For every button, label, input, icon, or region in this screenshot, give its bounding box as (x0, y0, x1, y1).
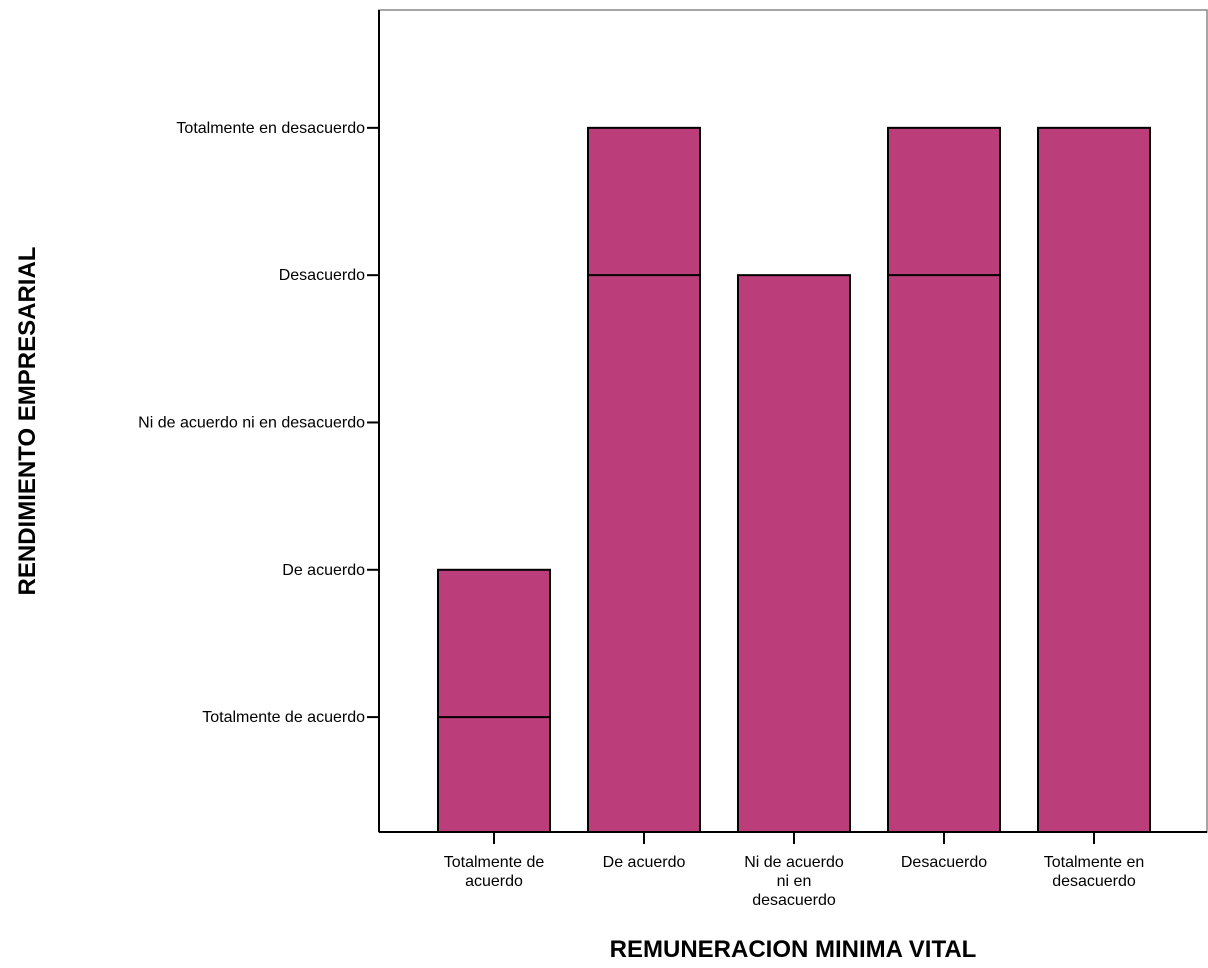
y-tick-label-1: Totalmente de acuerdo (202, 709, 365, 726)
y-tick-label-4: Desacuerdo (279, 267, 365, 284)
x-tick-label-3-line-3: desacuerdo (752, 892, 836, 909)
x-tick-label-4-line-1: Desacuerdo (901, 854, 987, 871)
x-axis: Totalmente de acuerdo De acuerdo Ni de acue… (444, 832, 1145, 909)
x-tick-label-4: Desacuerdo (901, 854, 987, 871)
x-tick-label-1-line-2: acuerdo (465, 873, 523, 890)
x-tick-label-3: Ni de acuerdo ni en desacuerdo (744, 854, 844, 909)
x-tick-label-5: Totalmente en desacuerdo (1044, 854, 1145, 890)
y-tick-label-5: Totalmente en desacuerdo (176, 120, 365, 137)
bar-3 (737, 274, 851, 833)
x-tick-label-5-line-1: Totalmente en (1044, 854, 1145, 871)
bars-group (437, 126, 1151, 834)
bar-5 (1037, 126, 1151, 833)
y-axis-title: RENDIMIENTO EMPRESARIAL (14, 247, 41, 596)
y-tick-label-3: Ni de acuerdo ni en desacuerdo (138, 414, 365, 431)
x-tick-label-3-line-1: Ni de acuerdo (744, 854, 844, 871)
x-axis-title: REMUNERACION MINIMA VITAL (610, 936, 977, 963)
x-tick-label-2-line-1: De acuerdo (603, 854, 686, 871)
x-tick-label-3-line-2: ni en (777, 873, 812, 890)
bar-1 (437, 568, 551, 834)
bar-4 (887, 126, 1001, 833)
x-tick-label-1: Totalmente de acuerdo (444, 854, 545, 890)
bar-2 (587, 126, 701, 833)
y-tick-label-2: De acuerdo (282, 562, 365, 579)
x-tick-label-5-line-2: desacuerdo (1052, 873, 1136, 890)
y-axis: Totalmente de acuerdo De acuerdo Ni de acu… (138, 120, 379, 726)
x-tick-label-2: De acuerdo (603, 854, 686, 871)
x-tick-label-1-line-1: Totalmente de (444, 854, 545, 871)
